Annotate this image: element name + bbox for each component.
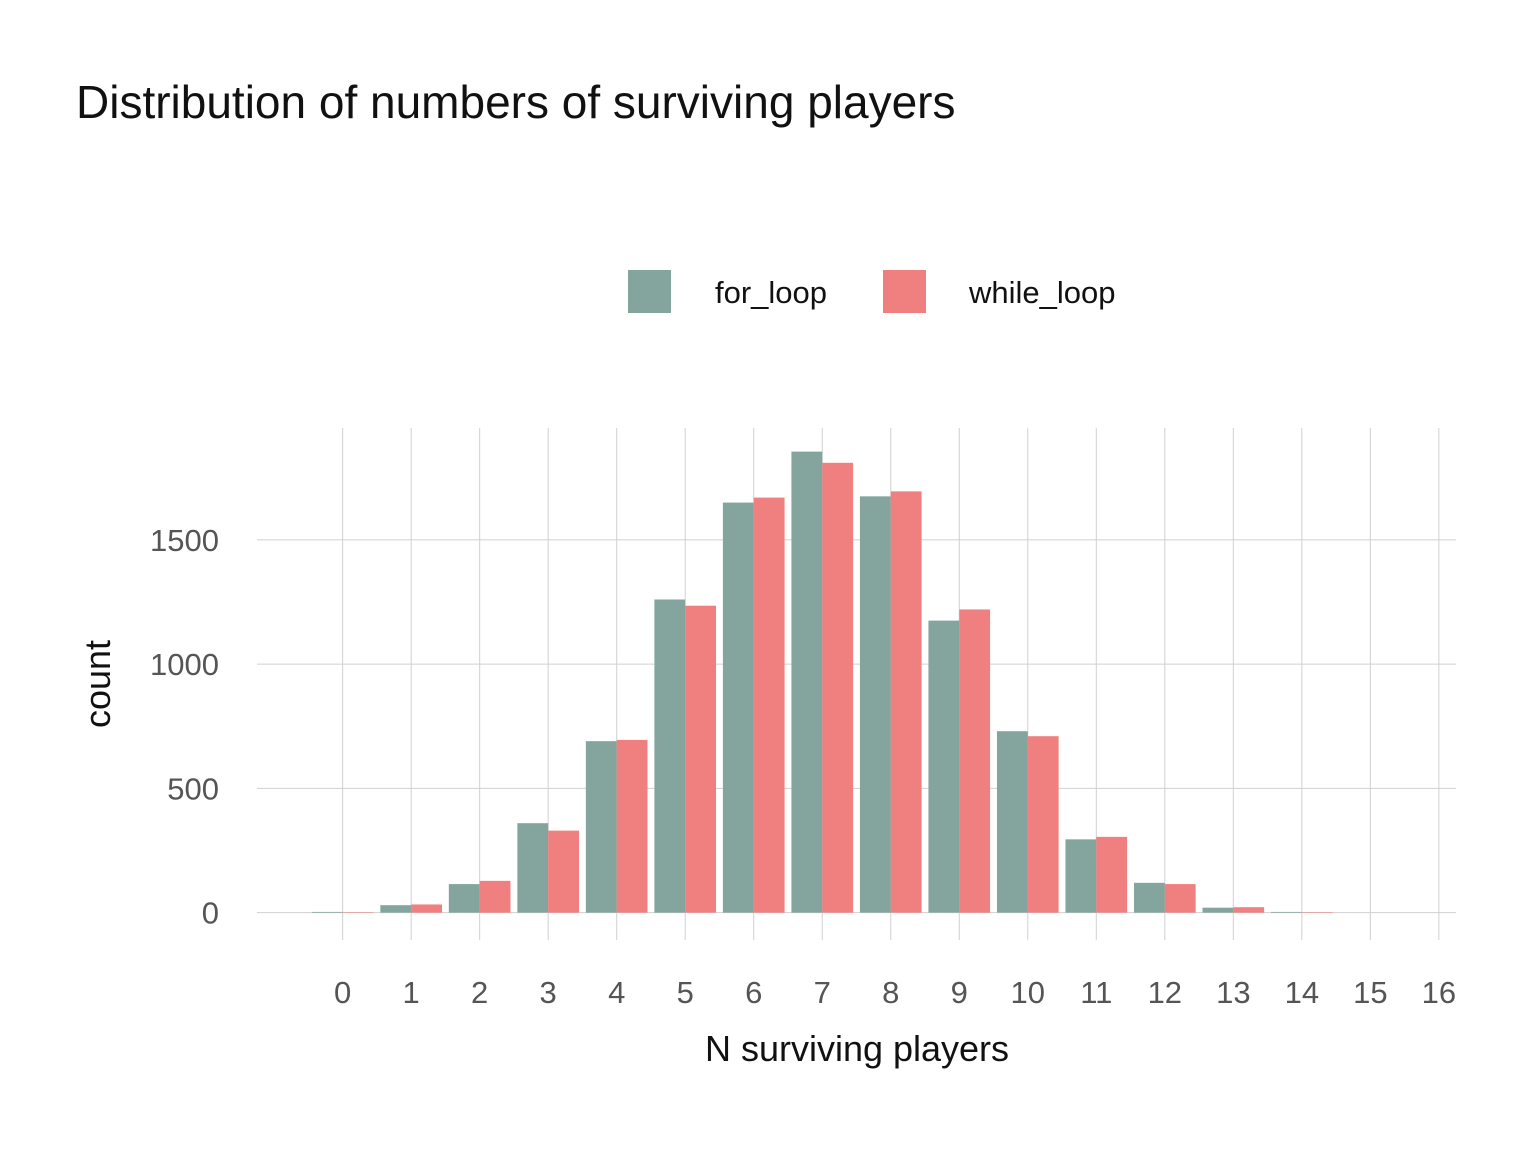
bar-while-loop-6: [753, 497, 785, 913]
bar-for-loop-3: [517, 823, 549, 913]
x-tick-label: 14: [1285, 975, 1319, 1010]
bar-for-loop-8: [859, 496, 891, 913]
bar-for-loop-14: [1271, 911, 1302, 913]
bar-while-loop-13: [1233, 907, 1265, 913]
bar-while-loop-2: [479, 880, 511, 913]
x-tick-label: 16: [1422, 975, 1456, 1010]
x-tick-label: 10: [1011, 975, 1045, 1010]
bar-for-loop-4: [585, 741, 617, 913]
legend-swatch-for-loop: [628, 270, 671, 313]
x-tick-label: 6: [745, 975, 762, 1010]
x-tick-label: 3: [540, 975, 557, 1010]
x-axis-title: N surviving players: [705, 1028, 1009, 1069]
gridlines: [257, 428, 1456, 940]
bar-while-loop-5: [685, 605, 717, 913]
bar-while-loop-10: [1027, 736, 1059, 913]
x-tick-label: 5: [677, 975, 694, 1010]
bar-for-loop-7: [791, 451, 823, 913]
bar-for-loop-0: [311, 911, 343, 913]
chart-title: Distribution of numbers of surviving pla…: [76, 76, 955, 128]
x-tick-label: 7: [814, 975, 831, 1010]
bar-for-loop-2: [448, 884, 480, 913]
y-axis-title: count: [77, 640, 118, 728]
bar-while-loop-11: [1096, 836, 1128, 913]
bar-while-loop-12: [1164, 884, 1196, 913]
bar-for-loop-6: [722, 502, 754, 913]
bar-for-loop-9: [928, 620, 960, 913]
x-tick-label: 2: [471, 975, 488, 1010]
legend-label-while-loop: while_loop: [968, 275, 1116, 310]
bar-while-loop-1: [411, 904, 442, 913]
x-tick-label: 13: [1216, 975, 1250, 1010]
y-tick-label: 1000: [150, 647, 219, 682]
bar-for-loop-12: [1133, 882, 1165, 913]
bar-while-loop-9: [959, 609, 991, 913]
bar-while-loop-3: [548, 830, 580, 913]
x-tick-label: 15: [1353, 975, 1387, 1010]
x-tick-label: 12: [1148, 975, 1182, 1010]
x-tick-label: 8: [882, 975, 899, 1010]
bar-while-loop-8: [890, 491, 922, 913]
x-tick-label: 9: [951, 975, 968, 1010]
bar-for-loop-10: [996, 731, 1028, 913]
bar-for-loop-5: [654, 599, 686, 913]
legend-label-for-loop: for_loop: [715, 275, 827, 310]
legend-swatch-while-loop: [883, 270, 926, 313]
x-tick-label: 0: [334, 975, 351, 1010]
y-tick-label: 500: [167, 771, 219, 806]
bar-while-loop-4: [616, 739, 648, 913]
x-tick-label: 1: [403, 975, 420, 1010]
bar-while-loop-7: [822, 462, 854, 913]
y-tick-label: 0: [202, 896, 219, 931]
bar-for-loop-1: [380, 905, 412, 913]
y-axis-ticks: 0 500 1000 1500: [150, 523, 219, 931]
x-tick-label: 11: [1080, 975, 1112, 1010]
x-axis-ticks: 0 1 2 3 4 5 6 7 8 9 10 11 12 13 14 15 16: [334, 975, 1456, 1010]
legend: for_loop while_loop: [628, 270, 1116, 313]
bar-for-loop-11: [1065, 839, 1097, 913]
bars: [311, 451, 1333, 913]
bar-for-loop-13: [1202, 907, 1234, 913]
x-tick-label: 4: [608, 975, 625, 1010]
y-tick-label: 1500: [150, 523, 219, 558]
